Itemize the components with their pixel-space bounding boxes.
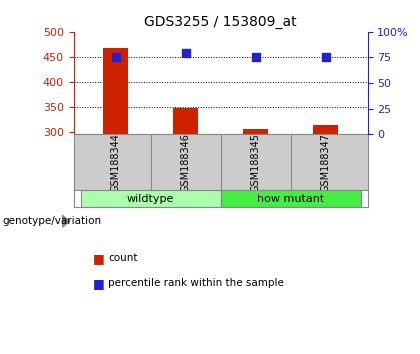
Polygon shape <box>62 215 70 227</box>
Point <box>252 55 259 60</box>
Text: ■: ■ <box>92 252 104 265</box>
Text: ■: ■ <box>92 277 104 290</box>
Text: wildtype: wildtype <box>127 194 174 204</box>
Point <box>112 55 119 60</box>
Text: GSM188346: GSM188346 <box>181 133 191 192</box>
Text: GSM188344: GSM188344 <box>110 133 121 192</box>
Bar <box>220 190 360 207</box>
Bar <box>313 125 338 134</box>
Bar <box>173 108 198 134</box>
Point <box>182 51 189 56</box>
Point <box>322 55 329 60</box>
Text: count: count <box>108 253 138 263</box>
Text: how mutant: how mutant <box>257 194 324 204</box>
Text: percentile rank within the sample: percentile rank within the sample <box>108 278 284 288</box>
Text: GSM188347: GSM188347 <box>320 133 331 192</box>
Bar <box>81 190 220 207</box>
Bar <box>243 129 268 134</box>
Bar <box>103 48 128 134</box>
Title: GDS3255 / 153809_at: GDS3255 / 153809_at <box>144 16 297 29</box>
Text: GSM188345: GSM188345 <box>250 133 260 192</box>
Text: genotype/variation: genotype/variation <box>2 216 101 226</box>
